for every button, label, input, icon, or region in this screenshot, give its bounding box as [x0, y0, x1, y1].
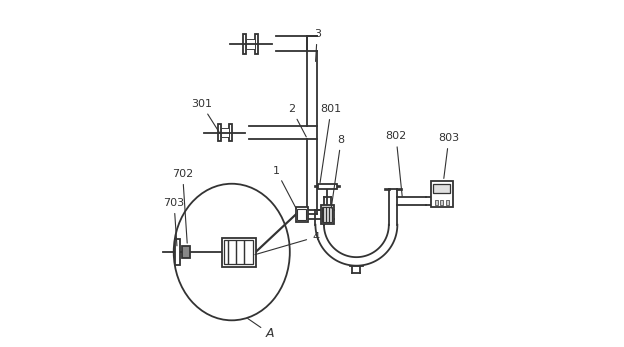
Text: 801: 801	[320, 104, 342, 183]
Bar	[296, 207, 308, 222]
Bar	[221, 128, 228, 137]
Text: A: A	[248, 319, 275, 340]
Text: 702: 702	[172, 169, 193, 243]
Text: 803: 803	[438, 133, 459, 178]
Bar	[175, 239, 180, 265]
Bar	[446, 200, 449, 205]
Bar	[224, 240, 253, 264]
Bar	[228, 124, 232, 142]
Bar	[243, 34, 246, 54]
Bar	[434, 184, 450, 193]
Bar	[222, 237, 256, 266]
Bar	[321, 205, 334, 224]
Text: 3: 3	[314, 29, 321, 61]
Text: 301: 301	[191, 99, 220, 134]
Text: 2: 2	[288, 104, 306, 137]
Bar	[322, 207, 333, 222]
Text: 703: 703	[163, 198, 185, 246]
Bar	[318, 184, 337, 189]
Bar	[440, 200, 444, 205]
Bar	[246, 39, 255, 49]
Text: 802: 802	[386, 132, 407, 196]
Text: 8: 8	[331, 135, 344, 208]
Bar	[218, 124, 221, 142]
Bar	[431, 181, 453, 207]
Text: 4: 4	[255, 232, 319, 255]
Bar	[182, 246, 190, 258]
Bar	[434, 200, 438, 205]
Bar	[255, 34, 258, 54]
Text: 1: 1	[273, 166, 296, 209]
Bar	[298, 209, 306, 220]
